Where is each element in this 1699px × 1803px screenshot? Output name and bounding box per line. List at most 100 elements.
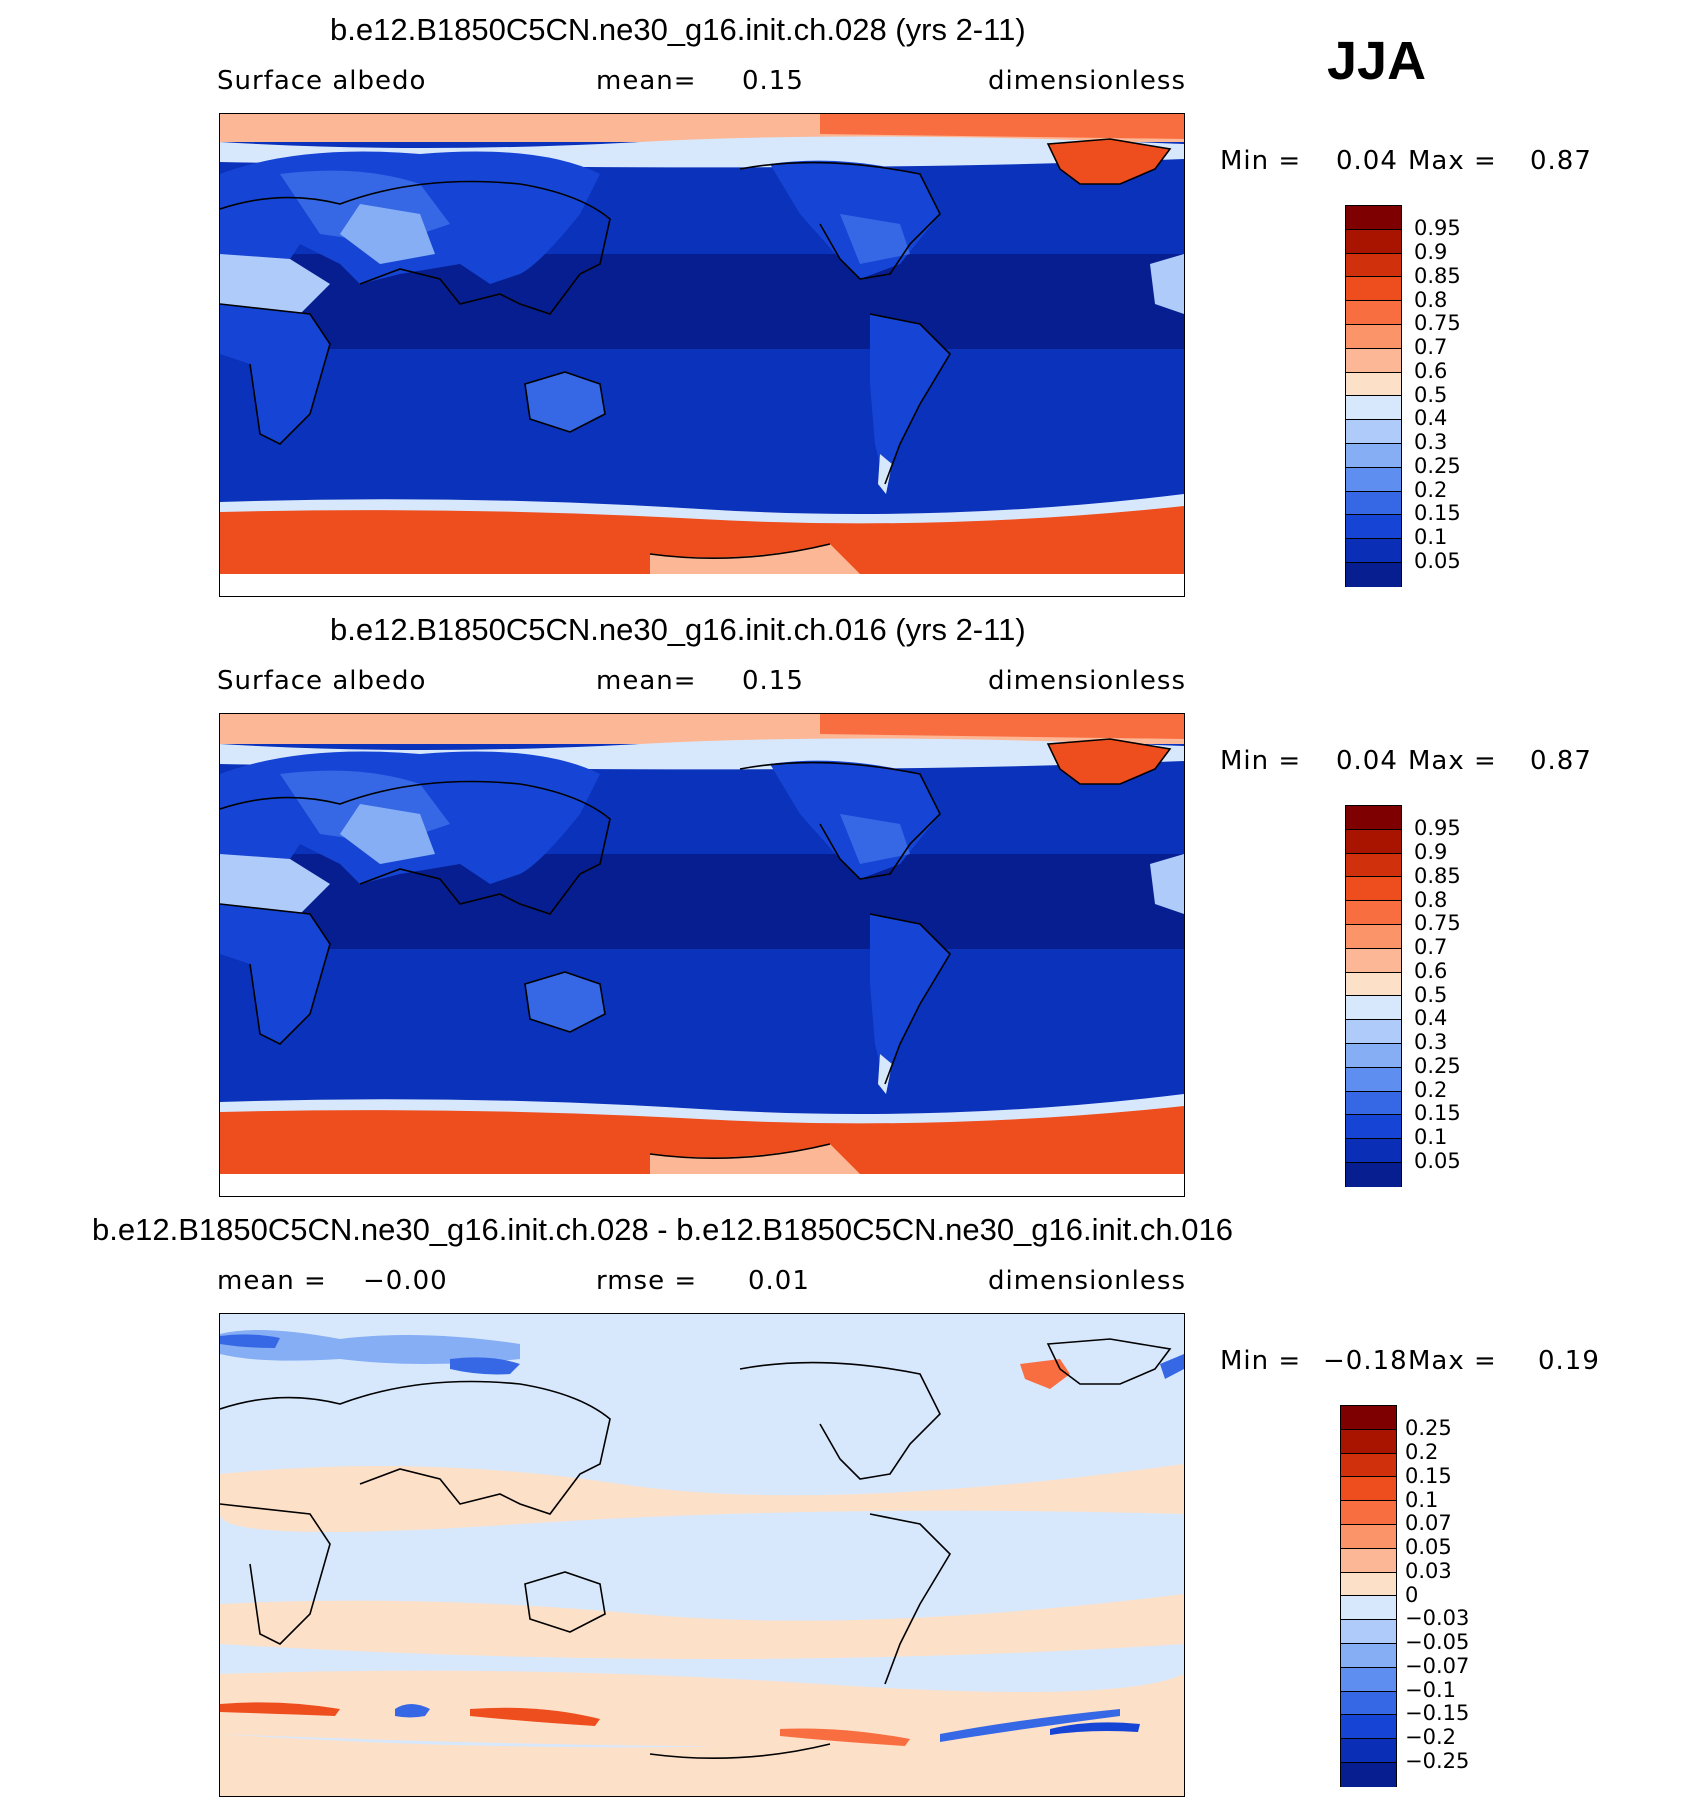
- colorbar-tick-label: −0.1: [1405, 1677, 1456, 1702]
- colorbar-box: [1341, 1572, 1396, 1597]
- panel1-map: [219, 113, 1185, 597]
- colorbar-tick-label: 0.2: [1414, 1077, 1448, 1102]
- colorbar-tick-label: 0.25: [1414, 1053, 1461, 1078]
- colorbar-tick-label: 0.15: [1405, 1463, 1452, 1488]
- colorbar-tick-label: 0.15: [1414, 1101, 1461, 1126]
- colorbar-box: [1346, 467, 1401, 492]
- colorbar-tick-label: 0.4: [1414, 406, 1448, 431]
- panel2-mean-value: 0.15: [742, 666, 804, 696]
- colorbar-box: [1346, 996, 1401, 1021]
- colorbar-box: [1346, 539, 1401, 563]
- colorbar-box: [1341, 1501, 1396, 1525]
- panel3-min-value: −0.18: [1323, 1346, 1408, 1376]
- colorbar-box: [1341, 1548, 1396, 1573]
- colorbar-tick-label: 0.5: [1414, 382, 1448, 407]
- colorbar-tick-label: 0.8: [1414, 287, 1448, 312]
- panel3-mean-value: −0.00: [363, 1266, 448, 1296]
- panel3-colorbar: [1340, 1405, 1397, 1787]
- colorbar-box: [1341, 1691, 1396, 1716]
- panel1-units: dimensionless: [988, 66, 1186, 96]
- colorbar-tick-label: 0.6: [1414, 958, 1448, 983]
- colorbar-box: [1341, 1406, 1396, 1430]
- colorbar-tick-label: 0.25: [1414, 453, 1461, 478]
- colorbar-tick-label: 0.15: [1414, 501, 1461, 526]
- colorbar-tick-label: 0.05: [1414, 1148, 1461, 1173]
- colorbar-tick-label: −0.05: [1405, 1630, 1470, 1654]
- colorbar-tick-label: 0.1: [1414, 525, 1448, 549]
- colorbar-tick-label: 0.05: [1405, 1535, 1452, 1559]
- colorbar-tick-label: 0.8: [1414, 887, 1448, 912]
- colorbar-box: [1341, 1667, 1396, 1692]
- panel2-variable: Surface albedo: [217, 666, 427, 696]
- colorbar-box: [1346, 396, 1401, 421]
- colorbar-tick-label: 0.75: [1414, 911, 1461, 936]
- colorbar-tick-label: 0.7: [1414, 335, 1448, 359]
- panel1-mean-value: 0.15: [742, 66, 804, 96]
- season-label: JJA: [1327, 31, 1427, 91]
- colorbar-box: [1346, 372, 1401, 397]
- colorbar-box: [1341, 1715, 1396, 1740]
- colorbar-box: [1341, 1739, 1396, 1763]
- colorbar-box: [1346, 1067, 1401, 1092]
- colorbar-box: [1341, 1762, 1396, 1787]
- colorbar-tick-label: 0.85: [1414, 863, 1461, 888]
- colorbar-box: [1346, 877, 1401, 902]
- colorbar-tick-label: 0.3: [1414, 430, 1448, 454]
- colorbar-tick-label: 0.95: [1414, 816, 1461, 841]
- colorbar-tick-label: 0.2: [1414, 477, 1448, 502]
- colorbar-tick-label: 0.9: [1414, 840, 1448, 864]
- panel2-units: dimensionless: [988, 666, 1186, 696]
- colorbar-box: [1346, 324, 1401, 349]
- panel3-max-value: 0.19: [1538, 1346, 1600, 1376]
- colorbar-tick-label: −0.2: [1405, 1725, 1456, 1749]
- colorbar-tick-label: 0.75: [1414, 311, 1461, 336]
- panel3-min-label: Min =: [1220, 1346, 1302, 1376]
- panel2-max-label: Max =: [1408, 746, 1497, 776]
- colorbar-box: [1346, 972, 1401, 997]
- colorbar-box: [1346, 515, 1401, 540]
- colorbar-box: [1346, 491, 1401, 516]
- colorbar-box: [1341, 1643, 1396, 1668]
- colorbar-box: [1341, 1429, 1396, 1454]
- panel3-map-svg: [220, 1314, 1184, 1796]
- colorbar-tick-label: 0.05: [1414, 548, 1461, 573]
- panel2-title: b.e12.B1850C5CN.ne30_g16.init.ch.016 (yr…: [330, 612, 1026, 647]
- panel2-map-svg: [220, 714, 1184, 1196]
- colorbar-box: [1346, 443, 1401, 468]
- colorbar-box: [1346, 420, 1401, 444]
- panel2-colorbar: [1345, 805, 1402, 1187]
- colorbar-box: [1346, 853, 1401, 878]
- colorbar-box: [1346, 1020, 1401, 1044]
- colorbar-tick-label: 0.85: [1414, 263, 1461, 288]
- panel1-max-label: Max =: [1408, 146, 1497, 176]
- colorbar-box: [1346, 562, 1401, 587]
- colorbar-box: [1346, 829, 1401, 854]
- colorbar-box: [1346, 229, 1401, 254]
- panel1-colorbar: [1345, 205, 1402, 587]
- colorbar-tick-label: 0.5: [1414, 982, 1448, 1007]
- panel2-min-value: 0.04: [1336, 746, 1398, 776]
- colorbar-tick-label: 0.07: [1405, 1511, 1452, 1536]
- colorbar-tick-label: −0.07: [1405, 1653, 1470, 1678]
- colorbar-tick-label: 0.1: [1414, 1125, 1448, 1149]
- colorbar-tick-label: 0: [1405, 1582, 1419, 1607]
- colorbar-box: [1341, 1453, 1396, 1478]
- panel1-max-value: 0.87: [1530, 146, 1592, 176]
- panel1-colorbar-labels: 0.95 0.9 0.85 0.8 0.75 0.7 0.6 0.5 0.4 0.3 0.25 0.2…: [1414, 205, 1514, 585]
- colorbar-tick-label: 0.2: [1405, 1440, 1439, 1464]
- colorbar-box: [1346, 1139, 1401, 1163]
- panel3-mean-label: mean =: [217, 1266, 327, 1296]
- panel1-min-label: Min =: [1220, 146, 1302, 176]
- panel2-max-value: 0.87: [1530, 746, 1592, 776]
- colorbar-tick-label: 0.03: [1405, 1558, 1452, 1583]
- colorbar-tick-label: 0.4: [1414, 1006, 1448, 1031]
- colorbar-tick-label: 0.9: [1414, 240, 1448, 264]
- panel3-max-label: Max =: [1408, 1346, 1497, 1376]
- colorbar-tick-label: 0.1: [1405, 1487, 1439, 1512]
- panel1-title: b.e12.B1850C5CN.ne30_g16.init.ch.028 (yr…: [330, 12, 1026, 47]
- colorbar-box: [1346, 301, 1401, 325]
- colorbar-box: [1346, 924, 1401, 949]
- colorbar-box: [1346, 348, 1401, 373]
- colorbar-box: [1346, 948, 1401, 973]
- panel1-variable: Surface albedo: [217, 66, 427, 96]
